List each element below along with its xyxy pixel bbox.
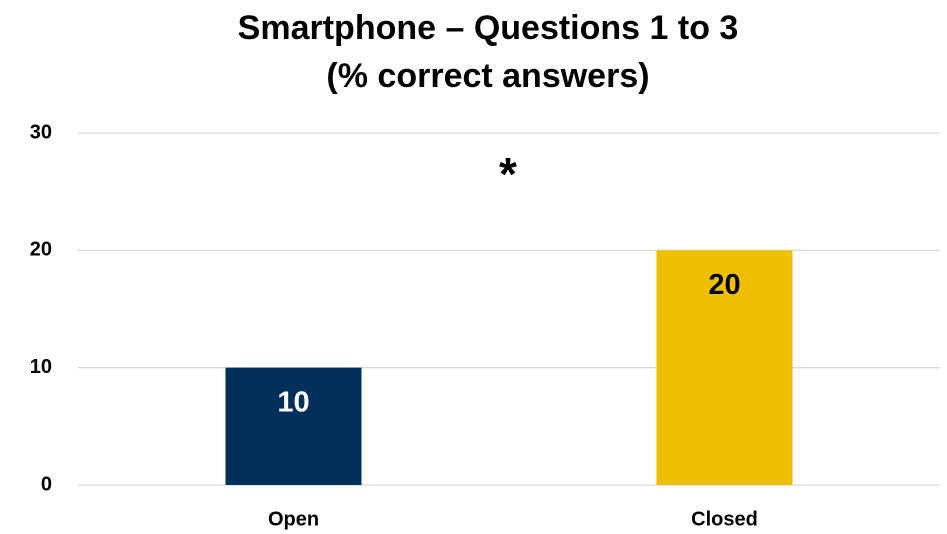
data-label: 20 xyxy=(708,269,740,301)
chart-title: Smartphone – Questions 1 to 3 xyxy=(238,9,739,47)
annotation: * xyxy=(499,148,517,200)
y-tick-label: 10 xyxy=(30,356,52,378)
x-tick-label: Closed xyxy=(691,508,758,530)
bar xyxy=(656,250,793,485)
y-tick-label: 0 xyxy=(41,473,52,495)
y-tick-label: 30 xyxy=(30,121,52,143)
y-tick-label: 20 xyxy=(30,239,52,261)
chart-subtitle: (% correct answers) xyxy=(326,57,649,95)
data-label: 10 xyxy=(277,386,309,418)
bar xyxy=(225,367,362,485)
x-tick-label: Open xyxy=(268,508,319,530)
